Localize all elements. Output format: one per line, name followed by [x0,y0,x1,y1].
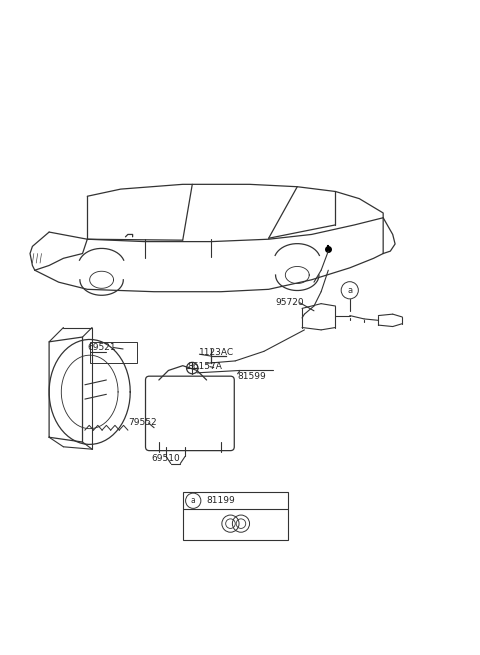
Text: 79552: 79552 [128,419,156,428]
Text: 1123AC: 1123AC [199,348,235,357]
Text: 86157A: 86157A [188,362,222,371]
Text: 81199: 81199 [206,496,235,505]
Text: 69521: 69521 [87,343,116,352]
Bar [183,492,288,540]
Text: a: a [347,286,352,295]
Text: 95720: 95720 [276,298,304,307]
Text: a: a [191,496,196,505]
Text: 69510: 69510 [152,454,180,463]
Text: 81599: 81599 [238,371,266,381]
FancyBboxPatch shape [145,376,234,451]
